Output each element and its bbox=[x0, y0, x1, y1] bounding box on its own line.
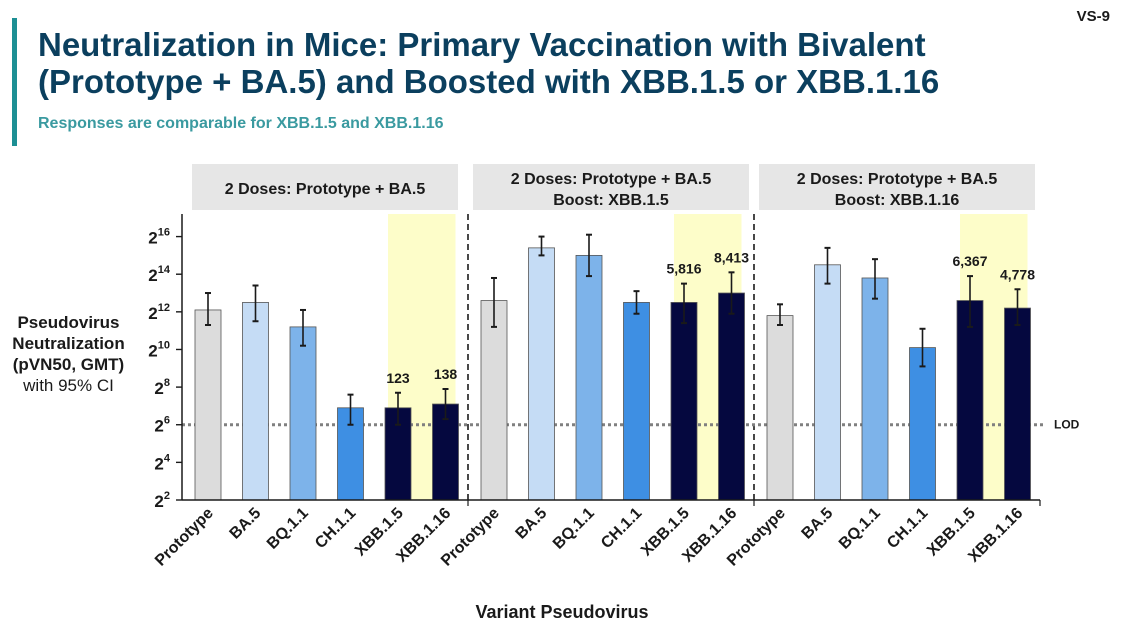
y-tick-label: 26 bbox=[154, 415, 170, 436]
x-tick-label: BQ.1.1 bbox=[264, 505, 312, 553]
y-axis-label: Pseudovirus Neutralization (pVN50, GMT) … bbox=[0, 312, 137, 396]
data-label: 6,367 bbox=[952, 253, 987, 269]
y-tick-label: 28 bbox=[154, 377, 170, 398]
bar bbox=[909, 347, 936, 501]
group-header-text: Boost: XBB.1.5 bbox=[553, 192, 669, 209]
x-tick-label: CH.1.1 bbox=[884, 505, 931, 552]
data-label: 123 bbox=[386, 370, 410, 386]
bar bbox=[623, 302, 650, 501]
x-tick-label: CH.1.1 bbox=[312, 505, 359, 552]
lod-label: LOD bbox=[1054, 418, 1080, 432]
bar bbox=[575, 254, 603, 501]
x-tick-label: CH.1.1 bbox=[598, 505, 645, 552]
group-header-text: 2 Doses: Prototype + BA.5 bbox=[797, 171, 998, 188]
y-tick-label: 212 bbox=[148, 302, 170, 323]
bar bbox=[956, 300, 984, 501]
y-axis-label-line: with 95% CI bbox=[23, 376, 114, 395]
data-label: 138 bbox=[434, 366, 458, 382]
bar bbox=[242, 302, 269, 501]
accent-bar bbox=[12, 18, 17, 146]
y-axis-label-line: Neutralization bbox=[12, 334, 125, 353]
y-tick-label: 22 bbox=[154, 490, 170, 511]
bar bbox=[766, 315, 794, 501]
slide-id: VS-9 bbox=[1076, 8, 1110, 25]
y-tick-label: 216 bbox=[148, 227, 170, 248]
bar bbox=[861, 277, 889, 501]
x-axis-label: Variant Pseudovirus bbox=[475, 602, 649, 622]
bar bbox=[480, 300, 508, 501]
bar bbox=[194, 309, 222, 501]
bar bbox=[289, 326, 317, 501]
group-header-text: 2 Doses: Prototype + BA.5 bbox=[511, 171, 712, 188]
y-axis-label-line: (pVN50, GMT) bbox=[12, 355, 125, 374]
x-tick-label: BA.5 bbox=[227, 505, 265, 543]
y-tick-label: 210 bbox=[148, 339, 170, 360]
group-header-box bbox=[192, 164, 458, 210]
group-header-text: 2 Doses: Prototype + BA.5 bbox=[225, 181, 426, 198]
y-axis-label-line: Pseudovirus bbox=[17, 313, 120, 332]
x-tick-label: BA.5 bbox=[799, 505, 837, 543]
data-label: 8,413 bbox=[714, 249, 749, 265]
group-header-text: Boost: XBB.1.16 bbox=[835, 192, 960, 209]
y-tick-label: 24 bbox=[154, 452, 170, 473]
y-tick-label: 214 bbox=[148, 264, 171, 285]
data-label: 5,816 bbox=[666, 261, 701, 277]
bar bbox=[814, 264, 841, 501]
x-tick-label: BQ.1.1 bbox=[550, 505, 598, 553]
x-tick-label: Prototype bbox=[152, 505, 217, 570]
bar bbox=[1004, 307, 1031, 501]
group-header-box bbox=[759, 164, 1035, 210]
bar bbox=[528, 247, 555, 501]
x-tick-label: BA.5 bbox=[513, 505, 551, 543]
x-tick-label: BQ.1.1 bbox=[836, 505, 884, 553]
data-label: 4,778 bbox=[1000, 266, 1035, 282]
bar bbox=[718, 292, 745, 501]
slide-subtitle: Responses are comparable for XBB.1.5 and… bbox=[38, 115, 444, 132]
bar bbox=[670, 302, 698, 501]
group-header-box bbox=[473, 164, 749, 210]
slide-title: Neutralization in Mice: Primary Vaccinat… bbox=[38, 26, 940, 100]
